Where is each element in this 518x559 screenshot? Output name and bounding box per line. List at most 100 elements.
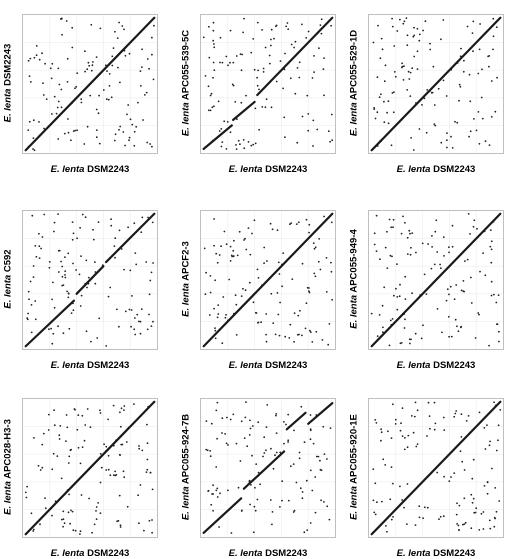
- match-point: [99, 512, 102, 514]
- match-point: [456, 502, 458, 505]
- match-point: [317, 455, 320, 458]
- match-point: [306, 529, 309, 531]
- match-point: [133, 328, 136, 331]
- match-point: [211, 106, 214, 109]
- match-point: [380, 37, 383, 40]
- match-point: [240, 420, 243, 423]
- match-point: [216, 496, 219, 498]
- match-point: [266, 404, 269, 406]
- x-axis-label: E. lenta DSM2243: [396, 360, 476, 371]
- match-point: [229, 418, 232, 421]
- match-point: [474, 511, 477, 514]
- match-point: [41, 236, 44, 238]
- match-point: [255, 312, 258, 314]
- match-point: [83, 439, 86, 442]
- match-point: [219, 61, 221, 64]
- match-point: [78, 273, 81, 276]
- match-point: [127, 226, 129, 229]
- match-point: [229, 260, 232, 262]
- match-point: [213, 218, 215, 220]
- match-point: [221, 141, 224, 143]
- match-point: [450, 135, 452, 138]
- match-point: [460, 47, 462, 50]
- match-point: [212, 39, 215, 42]
- match-point: [282, 87, 284, 90]
- match-point: [88, 497, 90, 500]
- match-point: [114, 133, 117, 136]
- match-point: [146, 141, 149, 144]
- match-point: [265, 98, 268, 101]
- match-point: [481, 117, 484, 120]
- match-point: [212, 29, 215, 32]
- match-point: [399, 485, 401, 488]
- match-point: [51, 514, 53, 517]
- match-point: [462, 280, 465, 282]
- match-point: [453, 472, 456, 474]
- match-point: [459, 450, 462, 453]
- match-point: [99, 27, 102, 30]
- match-point: [242, 287, 244, 290]
- match-point: [391, 482, 394, 485]
- match-point: [256, 21, 259, 24]
- match-point: [309, 428, 312, 431]
- match-point: [65, 20, 68, 22]
- alignment-segment: [242, 450, 286, 490]
- match-point: [261, 106, 264, 108]
- match-point: [479, 270, 481, 273]
- match-point: [30, 81, 32, 83]
- match-point: [486, 492, 489, 495]
- match-point: [482, 528, 485, 530]
- match-point: [481, 68, 483, 71]
- match-point: [234, 101, 237, 103]
- match-point: [396, 30, 399, 32]
- match-point: [113, 139, 116, 142]
- match-point: [456, 121, 459, 124]
- match-point: [453, 298, 456, 301]
- match-point: [446, 139, 448, 142]
- match-point: [149, 279, 152, 282]
- match-point: [492, 17, 495, 20]
- match-point: [477, 72, 480, 75]
- match-point: [119, 81, 121, 84]
- plot-area: [368, 210, 504, 350]
- match-point: [128, 136, 131, 139]
- match-point: [149, 471, 152, 474]
- match-point: [249, 253, 252, 256]
- match-point: [26, 485, 28, 488]
- match-point: [289, 465, 292, 468]
- match-point: [385, 525, 387, 527]
- match-point: [391, 92, 394, 94]
- match-point: [456, 523, 458, 525]
- match-point: [400, 422, 402, 425]
- match-point: [292, 463, 295, 465]
- match-point: [460, 436, 463, 438]
- match-point: [209, 455, 212, 458]
- match-point: [381, 304, 384, 307]
- match-point: [295, 223, 298, 225]
- match-point: [235, 442, 238, 445]
- match-point: [393, 91, 395, 93]
- match-point: [89, 426, 92, 429]
- match-point: [391, 17, 393, 20]
- match-point: [129, 118, 132, 121]
- match-point: [216, 401, 219, 404]
- match-point: [492, 35, 495, 38]
- match-point: [256, 268, 259, 271]
- match-point: [265, 313, 268, 315]
- match-point: [264, 46, 267, 49]
- match-point: [484, 140, 487, 143]
- match-point: [119, 411, 121, 414]
- match-point: [448, 251, 450, 254]
- match-point: [67, 462, 70, 464]
- match-point: [57, 100, 60, 103]
- match-point: [376, 76, 379, 79]
- match-point: [111, 64, 114, 67]
- match-point: [374, 117, 377, 120]
- match-point: [134, 317, 136, 319]
- match-point: [257, 69, 259, 72]
- match-point: [250, 484, 252, 486]
- match-point: [403, 65, 405, 68]
- match-point: [151, 519, 153, 521]
- match-point: [58, 438, 61, 440]
- match-point: [488, 55, 491, 57]
